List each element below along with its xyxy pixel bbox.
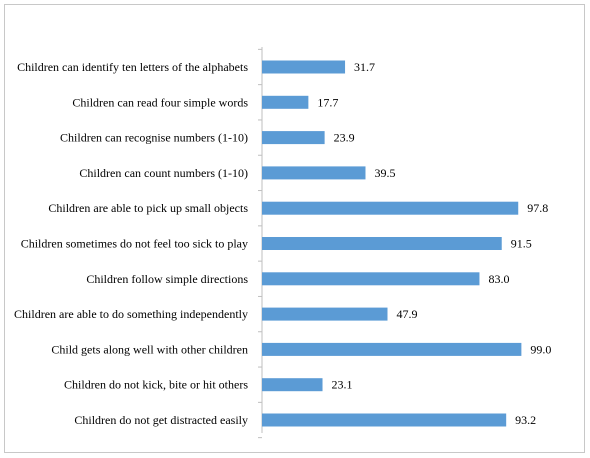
bar xyxy=(262,166,366,180)
data-label: 23.9 xyxy=(334,131,355,145)
bar xyxy=(262,237,502,250)
bar xyxy=(262,60,346,74)
category-label: Children are able to pick up small objec… xyxy=(48,201,248,215)
data-label: 83.0 xyxy=(488,272,509,286)
data-label: 99.0 xyxy=(530,342,551,356)
category-label: Child gets along well with other childre… xyxy=(51,342,248,356)
category-label: Children can recognise numbers (1-10) xyxy=(60,131,248,145)
category-label: Children can read four simple words xyxy=(72,95,248,109)
bar xyxy=(262,413,507,427)
bar xyxy=(262,272,480,286)
data-label: 97.8 xyxy=(527,201,548,215)
bar xyxy=(262,95,309,109)
category-label: Children can identify ten letters of the… xyxy=(17,60,248,74)
bar xyxy=(262,131,325,145)
category-label: Children are able to do something indepe… xyxy=(14,307,248,321)
category-label: Children do not kick, bite or hit others xyxy=(64,378,248,392)
category-label: Children follow simple directions xyxy=(86,272,248,286)
data-label: 39.5 xyxy=(374,166,395,180)
bar xyxy=(262,307,388,321)
bar xyxy=(262,378,323,392)
data-label: 47.9 xyxy=(396,307,417,321)
bar xyxy=(262,201,519,215)
bar xyxy=(262,342,522,356)
data-label: 91.5 xyxy=(511,237,532,251)
category-label: Children sometimes do not feel too sick … xyxy=(21,237,248,251)
category-label: Children can count numbers (1-10) xyxy=(79,166,248,180)
category-label: Children do not get distracted easily xyxy=(74,413,248,427)
data-label: 93.2 xyxy=(515,413,536,427)
chart-frame xyxy=(4,4,585,453)
data-label: 23.1 xyxy=(332,378,353,392)
data-label: 31.7 xyxy=(354,60,375,74)
data-label: 17.7 xyxy=(317,95,338,109)
